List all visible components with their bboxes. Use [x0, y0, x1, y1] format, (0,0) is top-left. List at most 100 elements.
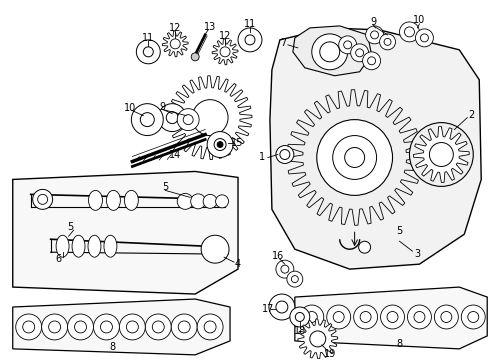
- Text: 11: 11: [142, 33, 154, 43]
- Circle shape: [204, 321, 216, 333]
- Circle shape: [166, 112, 178, 123]
- Circle shape: [276, 145, 294, 163]
- Circle shape: [120, 314, 146, 340]
- Circle shape: [468, 311, 479, 323]
- Circle shape: [152, 321, 164, 333]
- Text: 2: 2: [468, 110, 474, 120]
- Circle shape: [292, 276, 298, 283]
- Circle shape: [33, 189, 52, 209]
- Circle shape: [363, 52, 381, 70]
- Circle shape: [197, 314, 223, 340]
- Polygon shape: [270, 28, 481, 269]
- Text: 16: 16: [272, 251, 284, 261]
- Circle shape: [16, 314, 42, 340]
- Circle shape: [351, 44, 368, 62]
- Circle shape: [191, 53, 199, 61]
- Circle shape: [360, 311, 371, 323]
- Circle shape: [140, 113, 154, 127]
- Text: 6: 6: [55, 254, 62, 264]
- Circle shape: [370, 31, 379, 39]
- Circle shape: [287, 271, 303, 287]
- Circle shape: [327, 305, 351, 329]
- Circle shape: [408, 305, 431, 329]
- Circle shape: [312, 34, 348, 70]
- Text: 12: 12: [219, 31, 231, 41]
- Text: 12: 12: [169, 23, 181, 33]
- Circle shape: [201, 235, 229, 263]
- Circle shape: [178, 321, 190, 333]
- Circle shape: [441, 311, 452, 323]
- Circle shape: [435, 305, 458, 329]
- Circle shape: [217, 141, 223, 148]
- Circle shape: [158, 104, 186, 131]
- Circle shape: [170, 39, 180, 49]
- Ellipse shape: [72, 235, 85, 257]
- Circle shape: [414, 311, 425, 323]
- Circle shape: [94, 314, 120, 340]
- Circle shape: [238, 28, 262, 52]
- Text: 3: 3: [415, 249, 420, 259]
- Polygon shape: [293, 26, 371, 76]
- Circle shape: [354, 305, 378, 329]
- Text: 13: 13: [204, 22, 216, 32]
- Text: 14: 14: [169, 149, 181, 159]
- Text: 4: 4: [235, 259, 241, 269]
- Circle shape: [74, 321, 87, 333]
- Polygon shape: [13, 299, 230, 355]
- Circle shape: [416, 29, 433, 47]
- Ellipse shape: [104, 235, 117, 257]
- Circle shape: [368, 57, 375, 65]
- Circle shape: [131, 104, 163, 136]
- Text: 5: 5: [162, 183, 169, 192]
- Circle shape: [333, 136, 377, 179]
- Text: 5: 5: [68, 222, 74, 232]
- Polygon shape: [13, 171, 238, 294]
- Circle shape: [381, 305, 404, 329]
- Circle shape: [384, 39, 391, 45]
- Circle shape: [276, 301, 288, 313]
- Circle shape: [410, 123, 473, 186]
- Circle shape: [356, 49, 364, 57]
- Polygon shape: [287, 90, 422, 225]
- Text: 19: 19: [323, 349, 336, 359]
- Circle shape: [461, 305, 485, 329]
- Polygon shape: [414, 127, 469, 183]
- Circle shape: [300, 305, 324, 329]
- Text: 10: 10: [414, 15, 426, 25]
- Circle shape: [359, 241, 370, 253]
- Circle shape: [420, 34, 428, 42]
- Ellipse shape: [56, 235, 69, 257]
- Text: 17: 17: [262, 304, 274, 314]
- Circle shape: [320, 42, 340, 62]
- Circle shape: [100, 321, 112, 333]
- Polygon shape: [298, 319, 338, 359]
- Circle shape: [339, 36, 357, 54]
- Circle shape: [280, 149, 290, 159]
- Circle shape: [183, 114, 193, 125]
- Circle shape: [68, 314, 94, 340]
- Circle shape: [203, 194, 217, 208]
- Circle shape: [366, 26, 384, 44]
- Circle shape: [290, 307, 310, 327]
- Circle shape: [207, 131, 233, 157]
- Circle shape: [216, 195, 228, 208]
- Ellipse shape: [88, 235, 101, 257]
- Circle shape: [191, 194, 206, 209]
- Circle shape: [49, 321, 61, 333]
- Text: 1: 1: [259, 153, 265, 162]
- Text: 5: 5: [396, 226, 403, 236]
- Circle shape: [333, 311, 344, 323]
- Circle shape: [343, 41, 352, 49]
- Ellipse shape: [89, 190, 102, 210]
- Circle shape: [23, 321, 35, 333]
- Circle shape: [42, 314, 68, 340]
- Text: 10: 10: [124, 103, 137, 113]
- Circle shape: [136, 40, 160, 64]
- Circle shape: [404, 27, 415, 37]
- Circle shape: [317, 120, 392, 195]
- Text: 8: 8: [109, 342, 116, 352]
- Text: 18: 18: [294, 326, 306, 336]
- Circle shape: [306, 311, 317, 323]
- Circle shape: [144, 47, 153, 57]
- Circle shape: [276, 260, 294, 278]
